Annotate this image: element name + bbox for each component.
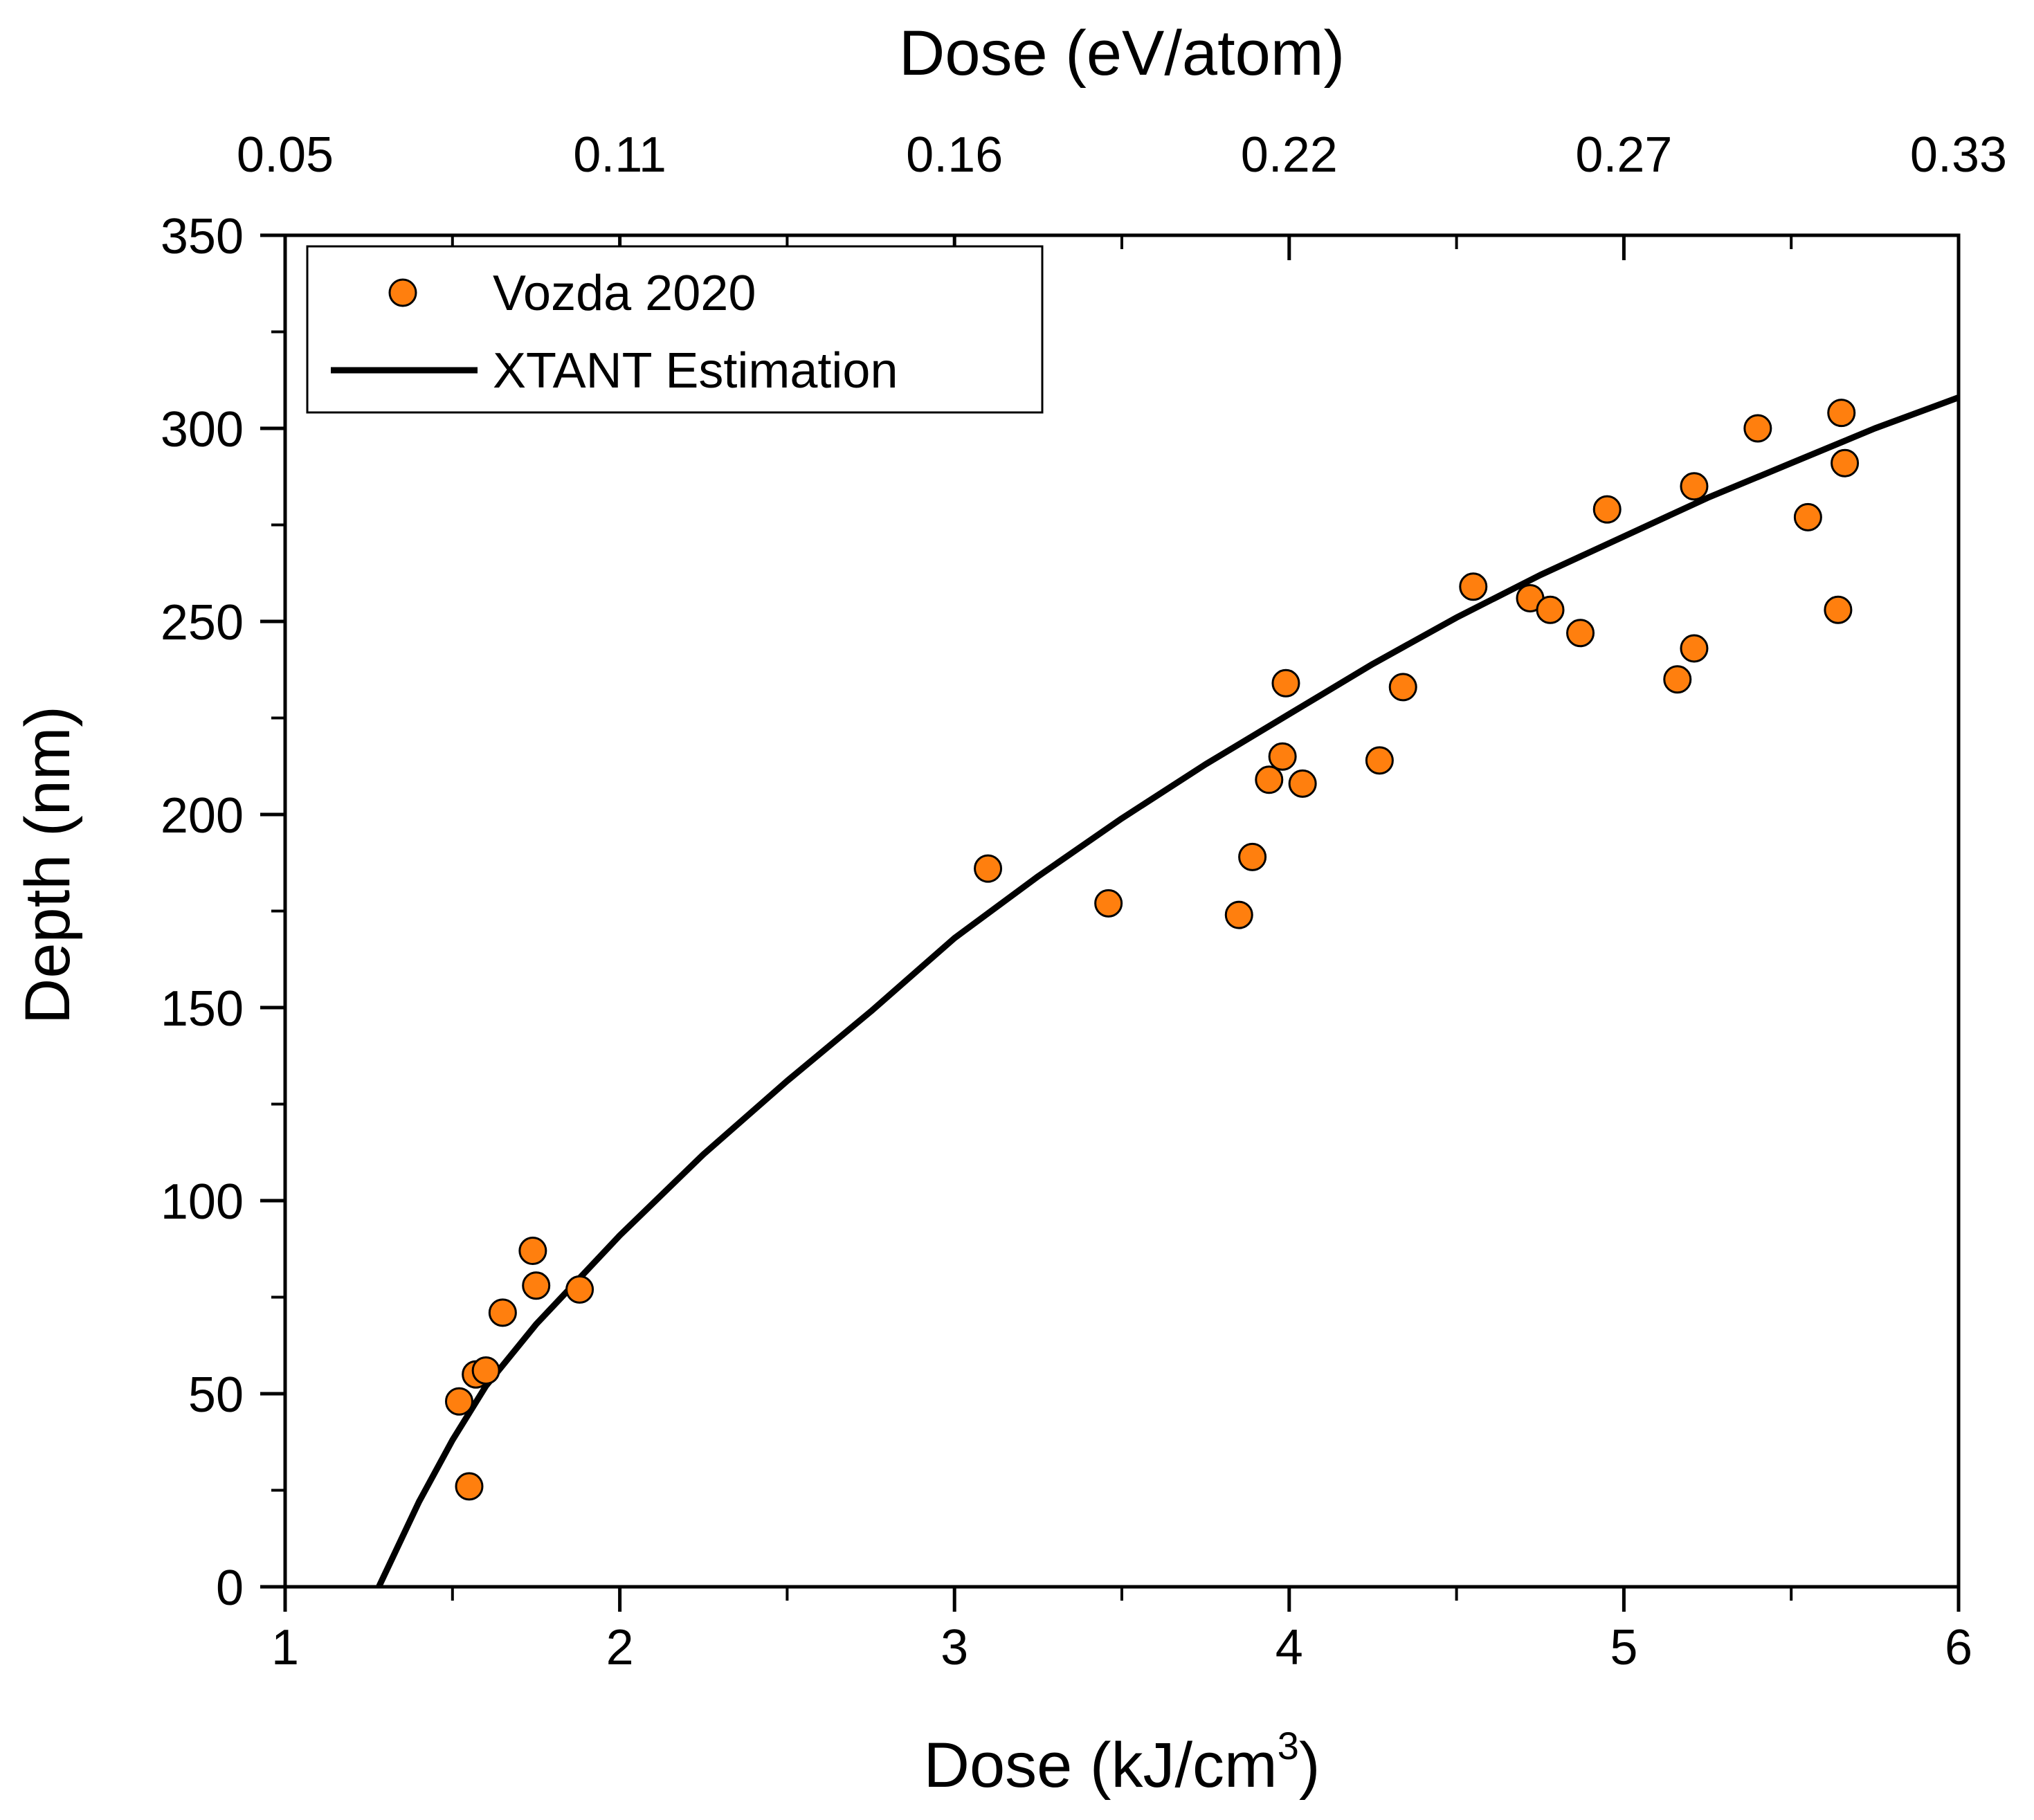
data-point (1592, 495, 1622, 524)
xtant-estimation-series (376, 394, 1960, 1588)
data-point (518, 1237, 547, 1266)
data-point (455, 1472, 484, 1501)
legend-label-vozda: Vozda 2020 (493, 266, 756, 321)
y-tick-label: 0 (216, 1560, 244, 1616)
data-point (1831, 448, 1860, 477)
data-point (1743, 414, 1772, 443)
tick-labels: 1 2 3 4 5 6 0.05 0.11 0.16 0.22 0.27 0.33 0 50 100 150 2… (161, 127, 2007, 1675)
y-tick-label: 150 (161, 981, 244, 1037)
data-point (1663, 665, 1692, 694)
vozda-2020-series (444, 399, 1860, 1501)
data-point (1268, 742, 1297, 771)
x-axis-title-bottom: Dose (kJ/cm3) (924, 1724, 1320, 1801)
x-tick-label: 6 (1945, 1620, 1972, 1675)
data-point (1388, 673, 1417, 702)
legend-marker-icon (388, 278, 417, 307)
data-point (1255, 765, 1284, 794)
x-tick-label: 1 (271, 1620, 299, 1675)
data-point (565, 1275, 594, 1304)
y-tick-label: 100 (161, 1174, 244, 1230)
data-point (522, 1271, 551, 1300)
x-tick-label: 4 (1275, 1620, 1303, 1675)
y-axis-title: Depth (nm) (12, 706, 83, 1024)
legend: Vozda 2020 XTANT Estimation (306, 245, 1044, 414)
legend-label-xtant: XTANT Estimation (493, 343, 898, 399)
top-tick-label: 0.05 (237, 127, 334, 183)
data-point (1824, 595, 1853, 624)
data-point (1288, 769, 1317, 798)
y-tick-label: 200 (161, 788, 244, 844)
data-point (1459, 572, 1488, 601)
data-point (1680, 472, 1709, 501)
x-tick-label: 3 (941, 1620, 968, 1675)
top-tick-label: 0.16 (906, 127, 1003, 183)
data-point (1536, 595, 1565, 624)
data-point (444, 1387, 473, 1416)
data-point (1827, 399, 1856, 428)
x-tick-label: 5 (1610, 1620, 1637, 1675)
data-point (974, 854, 1003, 883)
top-tick-label: 0.33 (1910, 127, 2007, 183)
plot-area (283, 233, 1961, 1589)
y-tick-label: 350 (161, 209, 244, 264)
y-tick-label: 300 (161, 402, 244, 457)
legend-box (306, 245, 1044, 414)
top-tick-label: 0.11 (573, 127, 666, 183)
data-point (471, 1356, 500, 1385)
data-point (1566, 619, 1595, 648)
axis-ticks (260, 233, 1961, 1612)
data-point (488, 1298, 517, 1327)
x-tick-label: 2 (606, 1620, 634, 1675)
x-axis-title-top: Dose (eV/atom) (899, 18, 1345, 89)
xtant-estimation-line (376, 394, 1960, 1588)
y-tick-label: 250 (161, 595, 244, 650)
data-point (1365, 746, 1394, 775)
y-tick-label: 50 (188, 1367, 244, 1423)
data-point (1271, 668, 1300, 698)
data-point (1680, 634, 1709, 663)
top-tick-label: 0.22 (1241, 127, 1338, 183)
data-point (1094, 889, 1123, 918)
top-tick-label: 0.27 (1575, 127, 1672, 183)
data-point (1238, 842, 1267, 871)
data-point (1224, 900, 1253, 929)
data-point (1793, 502, 1822, 531)
